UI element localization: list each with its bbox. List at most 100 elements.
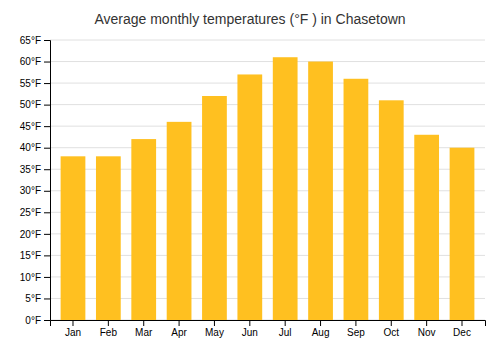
bars [61,57,475,320]
grid-line [50,40,485,41]
bar [308,62,333,320]
tick-mark [72,320,73,326]
tick-mark [44,255,50,256]
tick-mark [44,169,50,170]
tick-mark [108,320,109,326]
bar [414,135,439,320]
bar [61,156,86,320]
y-tick: 60°F [20,56,50,67]
tick-label: 45°F [20,121,41,132]
grid-line [50,61,485,62]
tick-label: Jul [279,327,292,338]
x-tick: Jul [279,320,292,338]
tick-label: 10°F [20,272,41,283]
y-tick: 45°F [20,121,50,132]
tick-mark [44,212,50,213]
x-tick: May [205,320,224,338]
tick-label: 0°F [25,315,41,326]
tick-label: Apr [171,327,187,338]
tick-label: 50°F [20,99,41,110]
tick-mark [44,62,50,63]
chart: 0°F 5°F 10°F 15°F 20°F 25°F 30°F 35°F 40°F 45°F 50… [0,0,500,350]
bar [344,79,369,320]
tick-label: 40°F [20,142,41,153]
tick-label: Oct [383,327,399,338]
bar [96,156,121,320]
bar [379,100,404,320]
tick-mark [391,320,392,326]
tick-label: 15°F [20,250,41,261]
bar [202,96,227,320]
x-tick: Oct [383,320,399,338]
x-tick: Feb [100,320,118,338]
tick-mark [214,320,215,326]
grid [50,40,485,320]
tick-mark [179,320,180,326]
y-axis: 0°F 5°F 10°F 15°F 20°F 25°F 30°F 35°F 40°F 45°F 50… [20,35,51,326]
grid-line [50,126,485,127]
x-tick: Jan [65,320,81,338]
tick-mark [143,320,144,326]
tick-mark [426,320,427,326]
bar [131,139,156,320]
tick-label: Feb [100,327,118,338]
tick-mark [44,105,50,106]
title: Average monthly temperatures (°F ) in Ch… [94,11,405,27]
tick-mark [44,234,50,235]
grid-line [50,104,485,105]
tick-mark [44,40,50,41]
y-tick: 55°F [20,78,50,89]
x-tick: Nov [418,320,436,338]
tick-mark [44,320,50,321]
y-tick: 30°F [20,185,50,196]
bar [167,122,192,320]
y-tick: 65°F [20,35,50,46]
tick-mark [44,126,50,127]
y-tick: 15°F [20,250,50,261]
tick-mark [355,320,356,326]
tick-label: Aug [312,327,330,338]
x-tick: Sep [347,320,365,338]
tick-label: Nov [418,327,436,338]
tick-label: 35°F [20,164,41,175]
tick-label: 65°F [20,35,41,46]
grid-line [50,83,485,84]
x-tick: Dec [453,320,471,338]
tick-label: 60°F [20,56,41,67]
tick-label: 25°F [20,207,41,218]
tick-mark [44,191,50,192]
tick-mark [462,320,463,326]
x-tick: Mar [135,320,153,338]
bar [450,148,475,320]
tick-label: 55°F [20,78,41,89]
x-axis: Jan Feb Mar Apr May Jun Jul Aug Sep Oct Nov Dec [51,320,486,338]
axis-domain [44,41,51,321]
y-tick: 0°F [25,315,50,326]
x-tick: Aug [312,320,330,338]
y-tick: 20°F [20,229,50,240]
tick-label: Mar [135,327,153,338]
y-tick: 10°F [20,272,50,283]
tick-mark [44,277,50,278]
tick-label: 5°F [25,293,41,304]
x-tick: Apr [171,320,187,338]
tick-label: Jun [242,327,258,338]
y-tick: 35°F [20,164,50,175]
bar [237,74,262,320]
tick-mark [249,320,250,326]
tick-label: May [205,327,224,338]
y-tick: 5°F [25,293,50,304]
y-tick: 25°F [20,207,50,218]
y-tick: 50°F [20,99,50,110]
tick-label: Dec [453,327,471,338]
axis-domain [51,321,486,327]
tick-mark [320,320,321,326]
y-tick: 40°F [20,142,50,153]
tick-mark [44,298,50,299]
tick-label: Jan [65,327,81,338]
plot: 0°F 5°F 10°F 15°F 20°F 25°F 30°F 35°F 40°F 45°F 50… [20,35,486,338]
bar [273,57,298,320]
tick-mark [44,148,50,149]
tick-mark [285,320,286,326]
tick-mark [44,83,50,84]
